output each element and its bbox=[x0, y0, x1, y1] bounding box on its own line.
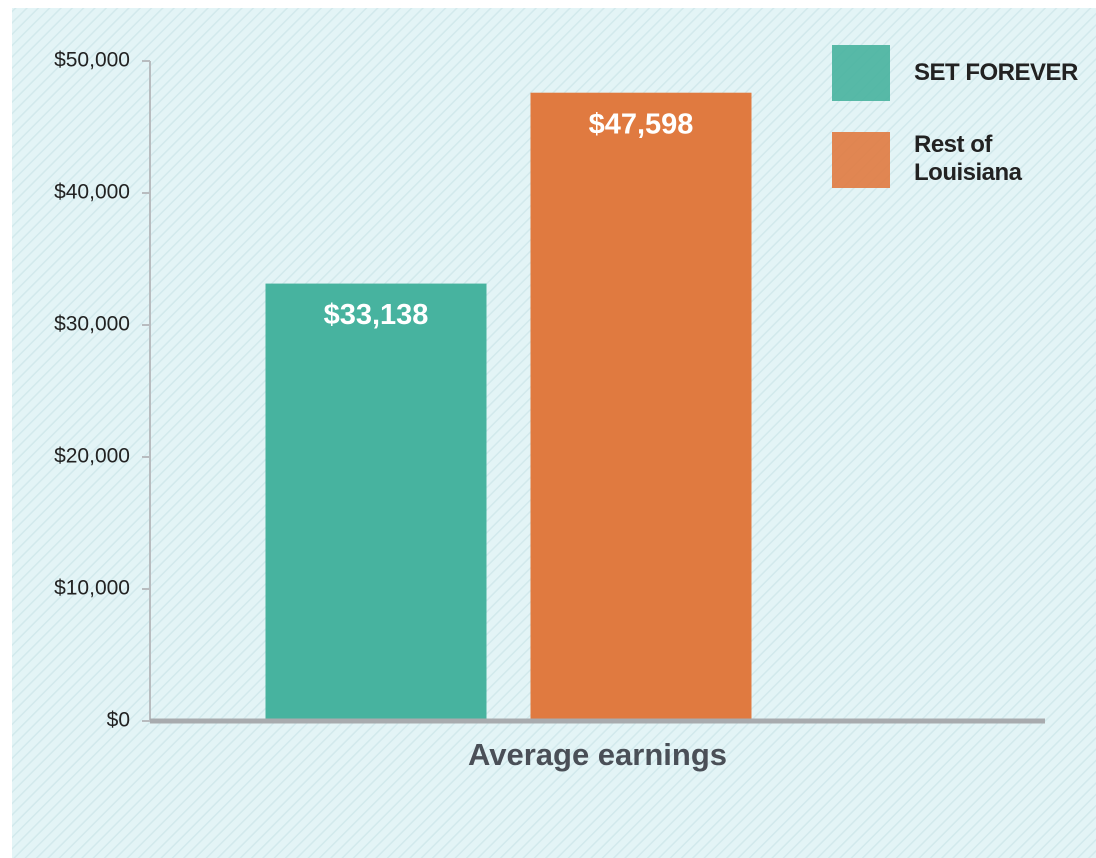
bar bbox=[530, 92, 752, 721]
legend-swatch bbox=[832, 45, 890, 101]
x-tick-label: Average earnings bbox=[468, 737, 727, 772]
bar bbox=[265, 283, 487, 721]
legend-label: SET FOREVER bbox=[914, 59, 1078, 86]
legend-swatch bbox=[832, 132, 890, 188]
y-tick-label: $40,000 bbox=[54, 181, 130, 204]
y-tick-label: $20,000 bbox=[54, 445, 130, 468]
legend-label: Rest of Louisiana bbox=[914, 131, 1022, 186]
y-tick-label: $30,000 bbox=[54, 313, 130, 336]
y-tick-label: $0 bbox=[107, 709, 130, 732]
y-tick-label: $10,000 bbox=[54, 577, 130, 600]
value-label: $33,138 bbox=[324, 299, 429, 331]
y-tick-label: $50,000 bbox=[54, 49, 130, 72]
value-label: $47,598 bbox=[589, 108, 694, 140]
